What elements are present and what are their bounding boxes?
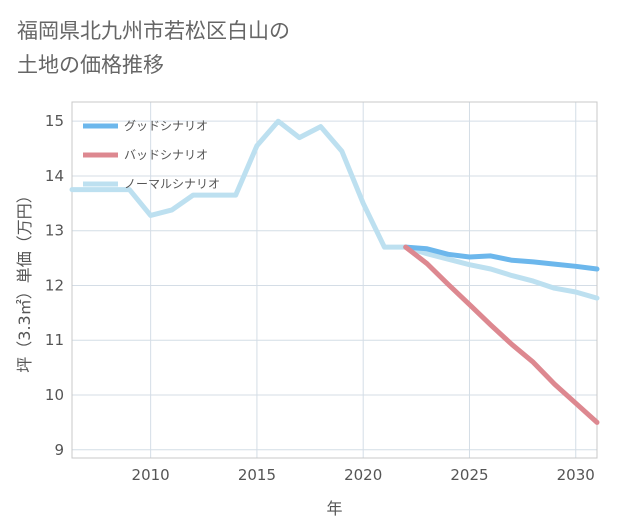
bad-scenario-legend-label: バッドシナリオ — [124, 148, 208, 162]
x-tick-label: 2010 — [132, 466, 170, 484]
x-tick-label: 2015 — [238, 466, 276, 484]
series-lines — [69, 118, 600, 425]
x-tick-label: 2020 — [344, 466, 382, 484]
x-tick-labels: 2010 2015 2020 2025 2030 — [132, 466, 595, 484]
normal-scenario-legend-label: ノーマルシナリオ — [124, 177, 220, 191]
y-tick-label: 13 — [45, 222, 64, 240]
y-tick-label: 14 — [45, 167, 64, 185]
y-tick-label: 15 — [45, 112, 64, 130]
y-tick-label: 10 — [45, 386, 64, 404]
chart-title-line-1: 福岡県北九州市若松区白山の — [17, 19, 290, 43]
normal-scenario-line — [69, 118, 600, 301]
chart-title-line-2: 土地の価格推移 — [17, 53, 164, 77]
y-tick-label: 12 — [45, 276, 64, 294]
x-tick-label: 2025 — [450, 466, 488, 484]
x-tick-label: 2030 — [557, 466, 595, 484]
y-tick-label: 9 — [54, 441, 64, 459]
x-axis-label: 年 — [326, 499, 342, 518]
y-tick-labels: 9 10 11 12 13 14 15 — [45, 112, 64, 459]
good-scenario-line — [403, 244, 600, 272]
chart-title: 福岡県北九州市若松区白山の 土地の価格推移 — [17, 14, 290, 82]
y-axis-label: 坪（3.3㎡）単価（万円） — [15, 187, 34, 372]
y-tick-label: 11 — [45, 331, 64, 349]
plot-frame — [71, 101, 598, 459]
good-scenario-legend-label: グッドシナリオ — [124, 119, 208, 133]
grid — [72, 102, 597, 458]
bad-scenario-line — [403, 244, 600, 425]
